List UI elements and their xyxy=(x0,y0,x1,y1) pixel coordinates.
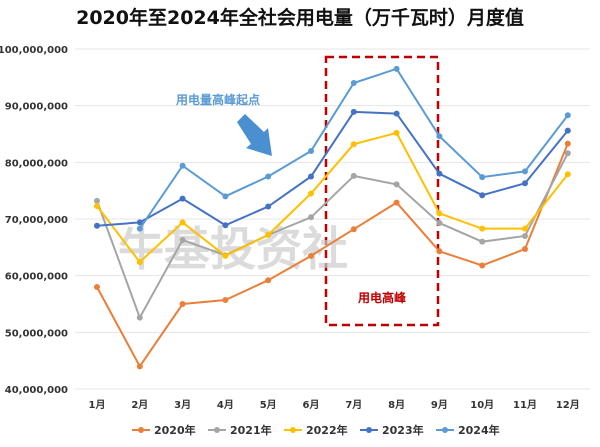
data-point xyxy=(350,172,357,179)
data-point xyxy=(393,129,400,136)
data-point xyxy=(136,225,143,232)
x-tick-label: 6月 xyxy=(303,399,320,411)
data-point xyxy=(136,259,143,266)
x-tick-label: 3月 xyxy=(174,399,191,411)
data-point xyxy=(350,108,357,115)
data-point xyxy=(265,203,272,210)
data-point xyxy=(564,112,571,119)
data-point xyxy=(436,170,443,177)
x-tick-label: 7月 xyxy=(345,399,362,411)
legend-marker xyxy=(214,427,220,433)
data-point xyxy=(479,192,486,199)
legend-label: 2024年 xyxy=(458,423,500,437)
data-point xyxy=(564,140,571,147)
y-tick-label: 40,000,000 xyxy=(5,385,68,396)
data-point xyxy=(94,284,100,290)
y-tick-label: 60,000,000 xyxy=(5,272,68,283)
x-tick-label: 8月 xyxy=(388,399,405,411)
data-point xyxy=(179,301,186,307)
data-point xyxy=(479,238,486,245)
data-point xyxy=(179,219,186,226)
data-point xyxy=(94,202,100,209)
series-line-2021年 xyxy=(96,152,569,321)
data-point xyxy=(522,233,528,239)
data-point xyxy=(265,277,272,284)
data-point xyxy=(136,363,143,370)
data-point xyxy=(436,133,443,140)
data-point xyxy=(94,222,100,229)
legend-label: 2023年 xyxy=(382,423,424,437)
y-tick-label: 70,000,000 xyxy=(5,215,68,226)
data-point xyxy=(265,173,272,180)
data-point xyxy=(393,110,400,117)
data-point xyxy=(179,162,186,169)
data-point xyxy=(179,236,186,243)
data-point xyxy=(265,231,272,238)
y-tick-label: 90,000,000 xyxy=(5,102,68,113)
data-point xyxy=(136,314,143,321)
data-point xyxy=(308,214,314,221)
data-point xyxy=(136,219,143,226)
peak-start-label: 用电量高峰起点 xyxy=(175,92,260,107)
data-point xyxy=(436,248,443,255)
legend-marker xyxy=(366,427,372,433)
data-point xyxy=(393,199,400,206)
x-tick-label: 9月 xyxy=(431,399,448,411)
y-tick-label: 100,000,000 xyxy=(0,45,68,56)
arrow-icon xyxy=(237,114,272,156)
x-tick-label: 5月 xyxy=(260,399,277,411)
legend-label: 2021年 xyxy=(230,423,272,437)
data-point xyxy=(350,226,357,233)
legend-marker xyxy=(290,427,296,433)
legend-marker xyxy=(442,427,448,433)
x-tick-label: 11月 xyxy=(513,399,537,411)
data-point xyxy=(222,193,229,200)
data-point xyxy=(522,246,528,253)
peak-label: 用电高峰 xyxy=(357,290,407,305)
data-point xyxy=(350,80,357,86)
legend-label: 2022年 xyxy=(306,423,348,437)
data-point xyxy=(350,141,357,148)
watermark: 牛基投资社 xyxy=(118,222,348,276)
data-point xyxy=(393,65,400,72)
x-tick-label: 2月 xyxy=(131,399,148,411)
data-point xyxy=(436,219,443,226)
data-point xyxy=(222,252,229,259)
x-tick-label: 10月 xyxy=(470,399,494,411)
data-point xyxy=(564,171,571,178)
data-point xyxy=(564,150,571,157)
data-point xyxy=(308,148,314,154)
data-point xyxy=(522,225,528,232)
data-point xyxy=(479,225,486,232)
x-tick-label: 4月 xyxy=(217,399,234,411)
data-point xyxy=(564,127,571,134)
series-line-2022年 xyxy=(96,131,569,264)
data-point xyxy=(308,173,314,180)
data-point xyxy=(308,190,314,197)
legend-label: 2020年 xyxy=(154,423,196,437)
y-tick-label: 80,000,000 xyxy=(5,158,68,169)
data-point xyxy=(522,168,528,175)
data-point xyxy=(479,174,486,181)
data-point xyxy=(436,210,443,217)
peak-box xyxy=(324,55,440,327)
data-point xyxy=(522,180,528,187)
x-tick-label: 1月 xyxy=(89,399,106,411)
data-point xyxy=(222,222,229,229)
x-tick-label: 12月 xyxy=(556,399,580,411)
series-line-2020年 xyxy=(96,143,569,369)
data-point xyxy=(94,197,100,204)
y-tick-label: 50,000,000 xyxy=(5,328,68,339)
chart-title: 2020年至2024年全社会用电量（万千瓦时）月度值 xyxy=(76,6,524,29)
data-point xyxy=(308,252,314,259)
data-point xyxy=(479,262,486,269)
data-point xyxy=(393,181,400,188)
legend-marker xyxy=(138,427,144,433)
data-point xyxy=(222,297,229,304)
data-point xyxy=(179,195,186,202)
series-line-2023年 xyxy=(96,110,569,227)
